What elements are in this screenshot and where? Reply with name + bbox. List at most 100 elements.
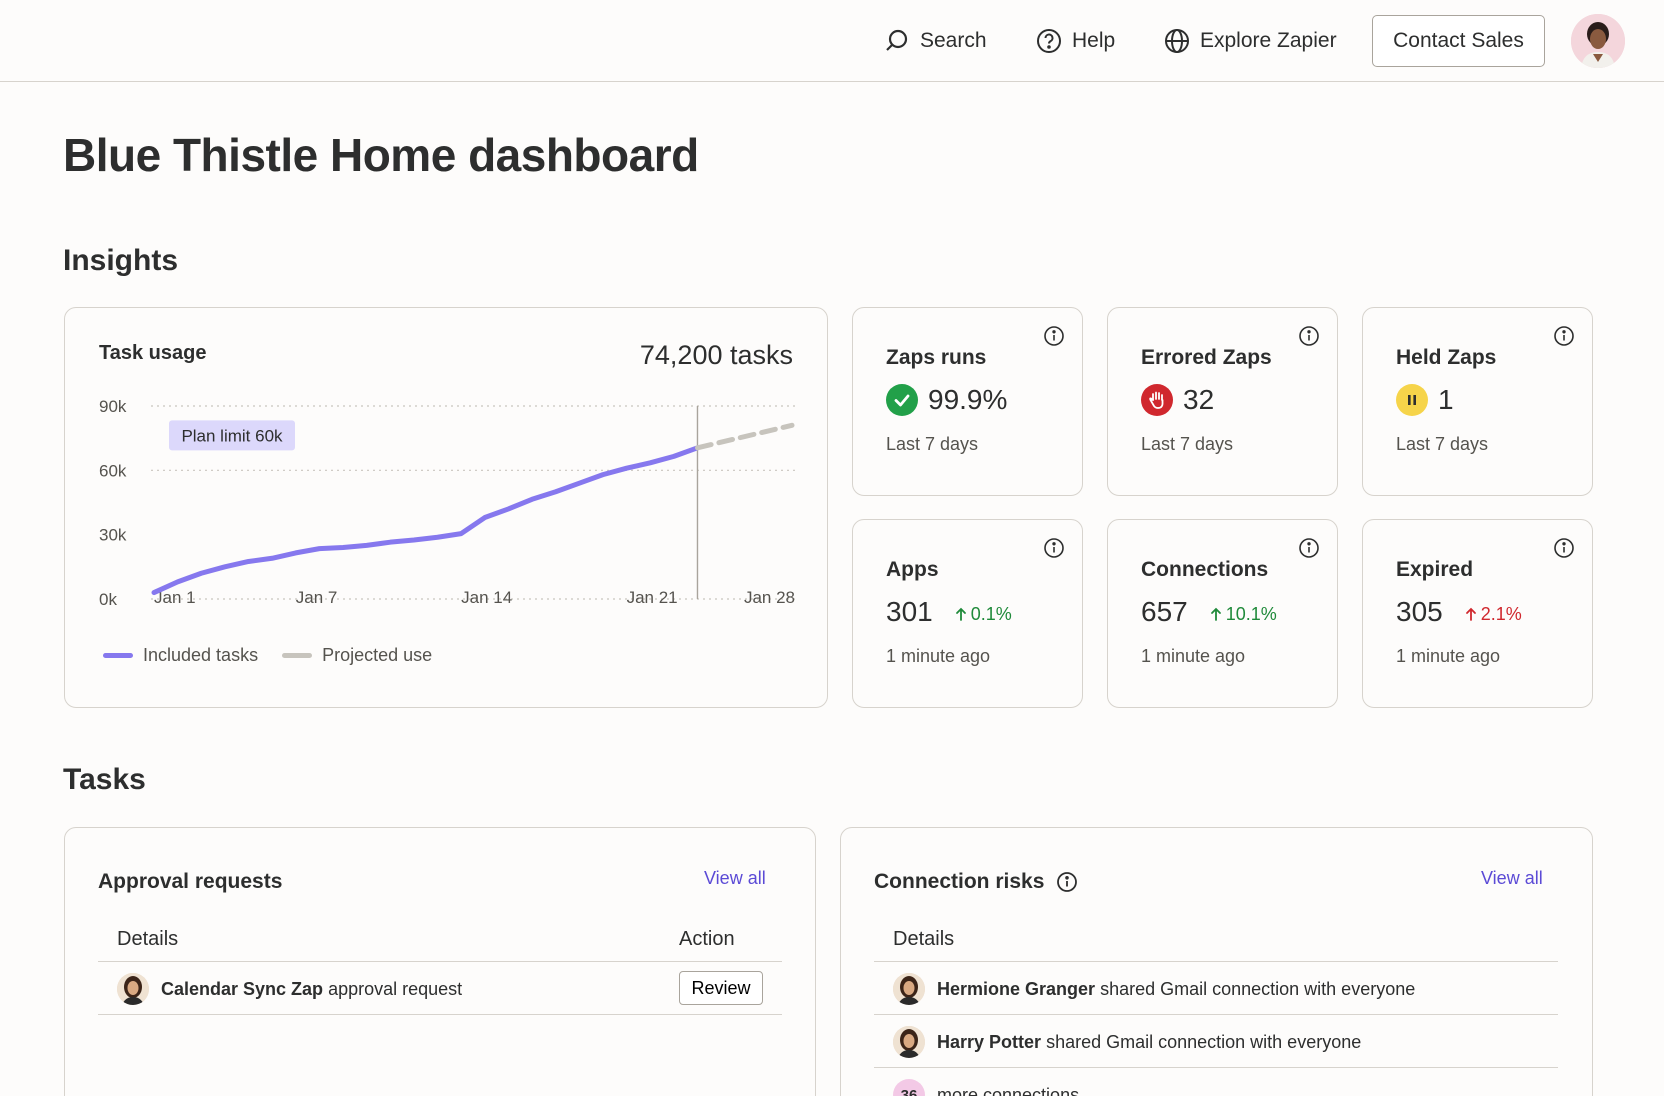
review-button[interactable]: Review [679,971,763,1005]
explore-label: Explore Zapier [1200,29,1337,52]
approval-col-action: Action [679,928,735,950]
included-tasks-line [151,445,700,596]
legend-swatch-projected [282,653,313,658]
y-tick-label: 30k [99,526,127,545]
approval-requests-title-text: Approval requests [98,870,283,893]
x-tick-label: Jan 21 [627,588,678,607]
legend-projected: Projected use [282,645,432,666]
pause-icon [1396,384,1428,416]
arrow-up-icon [1210,607,1221,621]
avatar [117,973,149,1005]
stat-title: Expired [1396,558,1474,581]
hand-stop-icon [1141,384,1173,416]
stat-value-row: 301 0.1% [886,596,1012,628]
delta-up: 10.1% [1210,604,1277,625]
stat-card-apps[interactable]: Apps 301 0.1% 1 minute ago [852,519,1083,708]
help-label: Help [1072,29,1116,52]
insights-heading: Insights [63,244,179,277]
risks-col-details: Details [893,928,955,950]
stat-value: 301 [886,596,933,627]
delta-up: 0.1% [955,604,1012,625]
search-icon [886,29,908,51]
page-title: Blue Thistle Home dashboard [63,129,699,181]
risk-row-text: Hermione Granger shared Gmail connection… [937,979,1415,1000]
approval-row-divider [98,1014,782,1015]
info-icon[interactable] [1553,537,1575,559]
stat-subtext: 1 minute ago [1141,646,1246,666]
stat-value-row: 305 2.1% [1396,596,1522,628]
approval-row-zap-name: Calendar Sync Zap [161,978,324,999]
stat-card-zaps-runs[interactable]: Zaps runs 99.9% Last 7 days [852,307,1083,496]
connection-risks-title: Connection risks [874,870,1078,894]
tasks-heading: Tasks [63,763,146,796]
arrow-up-icon [955,607,966,621]
task-usage-title: Task usage [99,342,207,364]
approval-header-divider [98,961,782,962]
stat-title: Apps [886,558,939,581]
stat-value: 32 [1183,384,1215,415]
legend-included-label: Included tasks [143,645,259,665]
risks-view-all-link[interactable]: View all [1481,868,1543,888]
risks-row-divider-1 [874,1014,1558,1015]
table-row: Harry Potter shared Gmail connection wit… [893,1026,1361,1058]
stat-subtext: Last 7 days [1141,434,1234,454]
stat-card-held-zaps[interactable]: Held Zaps 1 Last 7 days [1362,307,1593,496]
legend-swatch-included [103,653,133,658]
stat-card-connections[interactable]: Connections 657 10.1% 1 minute ago [1107,519,1338,708]
explore-nav[interactable]: Explore Zapier [1164,22,1337,60]
delta-value: 0.1% [970,603,1012,624]
info-icon[interactable] [1043,325,1065,347]
info-icon[interactable] [1043,537,1065,559]
search-nav[interactable]: Search [884,22,987,60]
avatar [893,973,925,1005]
task-usage-total: 74,200 tasks [639,340,793,370]
risk-row-text: Harry Potter shared Gmail connection wit… [937,1032,1361,1053]
contact-sales-button[interactable]: Contact Sales [1372,15,1545,67]
stat-subtext: Last 7 days [886,434,979,454]
globe-icon [1165,29,1189,53]
stat-value-row: 99.9% [886,384,1007,416]
info-icon[interactable] [1553,325,1575,347]
x-tick-label: Jan 1 [154,588,196,607]
stat-value-row: 32 [1141,384,1214,416]
x-tick-label: Jan 28 [744,588,795,607]
info-icon[interactable] [1298,537,1320,559]
stat-subtext: Last 7 days [1396,434,1489,454]
stat-card-expired[interactable]: Expired 305 2.1% 1 minute ago [1362,519,1593,708]
arrow-down-icon [1465,607,1476,621]
top-bar: Search Help Explore Zapier Contact Sales [0,0,1664,82]
task-usage-chart: 90k 60k 30k 0k Jan 1 Jan 7 Jan 14 Jan 21 Jan 28 P… [99,397,795,609]
connection-risks-card: Connection risks View all Details Hermio… [840,827,1593,1096]
plan-limit-label: Plan limit 60k [181,426,283,445]
projected-use-line [694,422,795,451]
chart-legend: Included tasks Projected use [103,645,432,666]
stat-value: 305 [1396,596,1443,627]
delta-down: 2.1% [1465,604,1522,625]
help-nav[interactable]: Help [1036,22,1115,60]
risk-row-user: Hermione Granger [937,978,1096,999]
approval-col-details: Details [117,928,179,950]
more-connections-row[interactable]: 36 more connections [893,1079,1079,1096]
stat-value: 99.9% [928,384,1008,415]
stat-title: Connections [1141,558,1269,581]
approval-view-all-link[interactable]: View all [704,868,766,888]
stat-value: 657 [1141,596,1188,627]
connection-risks-title-text: Connection risks [874,870,1045,893]
stat-card-errored-zaps[interactable]: Errored Zaps 32 Last 7 days [1107,307,1338,496]
check-icon [886,384,918,416]
stat-value-row: 657 10.1% [1141,596,1277,628]
info-icon[interactable] [1056,871,1078,893]
user-avatar[interactable] [1571,14,1625,68]
approval-requests-card: Approval requests View all Details Actio… [64,827,816,1096]
plan-limit-badge [169,420,295,451]
risk-row-rest: shared Gmail connection with everyone [1046,1031,1362,1052]
table-row: Calendar Sync Zap approval request [117,973,462,1005]
y-tick-label: 0k [99,590,117,609]
stat-title: Errored Zaps [1141,346,1272,369]
stat-title: Zaps runs [886,346,987,369]
delta-value: 10.1% [1225,603,1277,624]
help-icon [1037,29,1061,53]
risk-row-rest: shared Gmail connection with everyone [1100,978,1416,999]
x-tick-label: Jan 7 [296,588,338,607]
info-icon[interactable] [1298,325,1320,347]
